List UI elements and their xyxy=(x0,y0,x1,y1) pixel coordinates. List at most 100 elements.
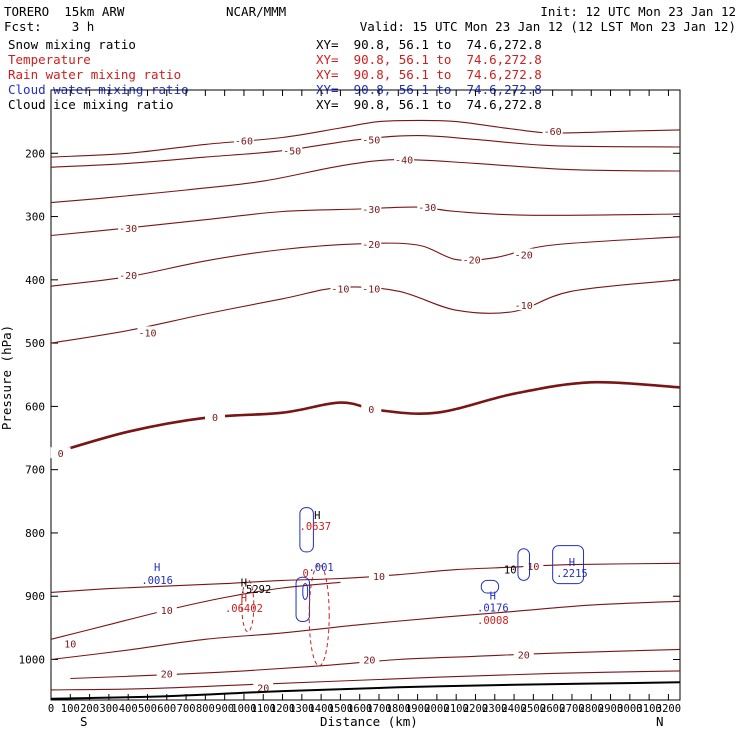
contour-label-bg xyxy=(282,144,303,156)
x-tick-label: 2800 xyxy=(579,703,604,715)
temperature-contour xyxy=(50,581,341,640)
contour-label-bg xyxy=(156,667,177,679)
x-axis-label: Distance (km) xyxy=(320,714,418,729)
contour-label-bg xyxy=(359,653,380,665)
contour-label-bg xyxy=(523,559,544,571)
cloud-water-label: .0176 xyxy=(477,602,509,614)
contour-label-bg xyxy=(394,153,415,165)
x-tick-label: 2400 xyxy=(501,703,526,715)
y-tick-label: 300 xyxy=(25,211,45,224)
rain-label: .0008 xyxy=(477,615,509,627)
contour-label: 20 xyxy=(363,656,375,667)
x-tick-label: 2900 xyxy=(598,703,623,715)
contour-label-bg xyxy=(137,326,158,338)
cloud-water-label: H xyxy=(154,562,160,574)
contour-label-bg xyxy=(118,268,139,280)
temperature-contour xyxy=(50,236,681,287)
y-tick-label: 200 xyxy=(25,147,45,160)
y-tick-label: 400 xyxy=(25,274,45,287)
contour-label: -30 xyxy=(418,203,436,214)
contour-label: -10 xyxy=(138,328,156,339)
contour-label-bg xyxy=(50,447,71,459)
x-tick-label: 1600 xyxy=(347,703,372,715)
cloud-water-contour xyxy=(295,576,311,623)
x-end-right: N xyxy=(656,714,664,729)
xsec-label-temperature: XY= 90.8, 56.1 to 74.6,272.8 xyxy=(316,52,542,67)
contour-label-bg xyxy=(361,202,382,214)
xsec-label-rain: XY= 90.8, 56.1 to 74.6,272.8 xyxy=(316,67,542,82)
y-tick-label: 600 xyxy=(25,400,45,413)
x-tick-label: 2000 xyxy=(424,703,449,715)
contour-label-bg xyxy=(513,648,534,660)
x-tick-label: 2500 xyxy=(521,703,546,715)
cloud-water-label: .2215 xyxy=(556,568,588,580)
contour-label: -30 xyxy=(362,205,380,216)
x-end-left: S xyxy=(80,714,88,729)
contour-label: 10 xyxy=(64,640,76,651)
y-tick-label: 500 xyxy=(25,337,45,350)
x-tick-label: 400 xyxy=(119,703,138,715)
contour-label: -20 xyxy=(515,251,533,262)
x-tick-label: 3200 xyxy=(656,703,681,715)
contour-label: -10 xyxy=(331,285,349,296)
x-tick-label: 1000 xyxy=(231,703,256,715)
x-tick-label: 600 xyxy=(157,703,176,715)
x-tick-label: 2100 xyxy=(444,703,469,715)
cloud-water-label: H xyxy=(569,557,575,569)
center-title: NCAR/MMM xyxy=(226,4,287,19)
snow-label: H xyxy=(241,578,247,590)
contour-label: -10 xyxy=(362,285,380,296)
temperature-contour xyxy=(50,670,681,691)
x-tick-label: 2300 xyxy=(482,703,507,715)
contour-label-bg xyxy=(361,282,382,294)
x-tick-label: 1700 xyxy=(366,703,391,715)
field-temperature: Temperature xyxy=(8,52,91,67)
x-tick-label: 2700 xyxy=(559,703,584,715)
contour-label: 0 xyxy=(58,449,64,460)
field-cloud-ice: Cloud ice mixing ratio xyxy=(8,97,174,112)
valid-time: Valid: 15 UTC Mon 23 Jan 12 (12 LST Mon … xyxy=(359,19,736,34)
y-axis-label: Pressure (hPa) xyxy=(0,324,15,431)
cloud-water-contour xyxy=(302,583,309,600)
snow-label: 10 xyxy=(504,564,517,576)
snow-label: .5292 xyxy=(240,584,272,596)
contour-label: -60 xyxy=(235,137,253,148)
contour-label: 20 xyxy=(161,669,173,680)
temperature-contour xyxy=(50,562,681,593)
surface-line xyxy=(50,681,681,700)
contour-label: 10 xyxy=(161,606,173,617)
rain-label: H xyxy=(241,592,247,604)
contour-label-bg xyxy=(60,637,81,649)
contour-label-bg xyxy=(513,248,534,260)
temperature-contour xyxy=(50,206,681,237)
contour-label: 10 xyxy=(373,572,385,583)
cloud-water-contour xyxy=(552,545,585,585)
x-tick-label: 1800 xyxy=(386,703,411,715)
rain-contour xyxy=(308,564,330,667)
contour-label-bg xyxy=(417,201,438,213)
contour-label: -10 xyxy=(515,301,533,312)
contour-label-bg xyxy=(513,299,534,311)
x-tick-label: 1900 xyxy=(405,703,430,715)
rain-contour xyxy=(241,579,255,633)
contour-label-bg xyxy=(461,253,482,265)
x-tick-label: 2600 xyxy=(540,703,565,715)
rain-label: .06402 xyxy=(225,603,263,615)
forecast-hour: Fcst: 3 h xyxy=(4,19,95,34)
x-tick-label: 900 xyxy=(215,703,234,715)
contour-label: 10 xyxy=(527,562,539,573)
contour-label-bg xyxy=(233,134,254,146)
contour-label-bg xyxy=(205,411,226,423)
x-tick-label: 500 xyxy=(138,703,157,715)
contour-label-bg xyxy=(118,221,139,233)
contour-label-bg xyxy=(361,237,382,249)
temperature-contour xyxy=(50,600,681,661)
temperature-contour xyxy=(50,380,681,456)
field-rain: Rain water mixing ratio xyxy=(8,67,182,82)
x-tick-label: 1500 xyxy=(328,703,353,715)
xsec-label-snow: XY= 90.8, 56.1 to 74.6,272.8 xyxy=(316,37,542,52)
contour-label: 20 xyxy=(518,650,530,661)
x-tick-label: 3000 xyxy=(617,703,642,715)
x-tick-label: 200 xyxy=(80,703,99,715)
